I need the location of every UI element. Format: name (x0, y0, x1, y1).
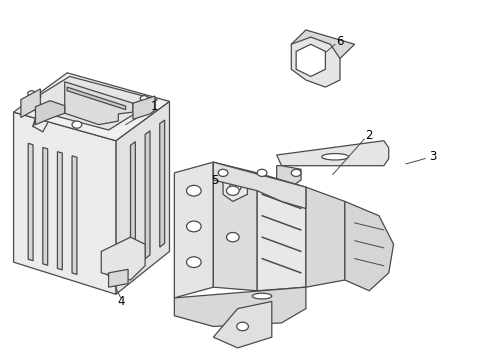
Circle shape (105, 266, 117, 276)
Polygon shape (160, 120, 165, 247)
Polygon shape (277, 141, 389, 166)
Circle shape (28, 91, 35, 96)
Circle shape (35, 94, 41, 99)
Polygon shape (65, 82, 133, 125)
Circle shape (187, 257, 201, 267)
Polygon shape (133, 96, 155, 119)
Polygon shape (213, 162, 257, 291)
Polygon shape (213, 162, 306, 208)
Circle shape (257, 169, 267, 176)
Circle shape (187, 221, 201, 232)
Text: 3: 3 (429, 150, 436, 163)
Polygon shape (345, 202, 393, 291)
Polygon shape (109, 269, 128, 287)
Polygon shape (101, 237, 145, 280)
Text: 6: 6 (336, 35, 343, 48)
Polygon shape (257, 173, 306, 291)
Polygon shape (145, 131, 150, 259)
Polygon shape (277, 166, 301, 187)
Circle shape (187, 185, 201, 196)
Polygon shape (116, 102, 170, 294)
Circle shape (229, 183, 241, 192)
Polygon shape (291, 37, 340, 87)
Polygon shape (174, 162, 213, 298)
Polygon shape (291, 30, 355, 59)
Text: 4: 4 (117, 295, 124, 308)
Circle shape (147, 99, 153, 103)
Ellipse shape (322, 154, 348, 160)
Polygon shape (35, 101, 65, 125)
Polygon shape (21, 89, 40, 117)
Polygon shape (130, 141, 135, 270)
Polygon shape (296, 44, 325, 76)
Polygon shape (21, 76, 157, 130)
Polygon shape (14, 73, 170, 141)
Polygon shape (223, 173, 247, 202)
Circle shape (226, 233, 239, 242)
Polygon shape (72, 156, 77, 274)
Polygon shape (67, 87, 125, 110)
Polygon shape (14, 112, 116, 294)
Polygon shape (306, 187, 345, 287)
Polygon shape (57, 152, 62, 270)
Text: 1: 1 (151, 100, 159, 113)
Circle shape (218, 169, 228, 176)
Polygon shape (223, 173, 247, 202)
Circle shape (72, 121, 82, 128)
Polygon shape (213, 301, 272, 348)
Polygon shape (174, 287, 306, 327)
Circle shape (105, 250, 117, 260)
Text: 2: 2 (366, 129, 373, 142)
Circle shape (140, 96, 148, 102)
Polygon shape (43, 148, 48, 265)
Text: 5: 5 (211, 174, 218, 187)
Circle shape (291, 169, 301, 176)
Circle shape (128, 255, 138, 262)
Circle shape (226, 186, 239, 195)
Circle shape (237, 322, 248, 331)
Ellipse shape (252, 293, 272, 299)
Polygon shape (28, 143, 33, 261)
